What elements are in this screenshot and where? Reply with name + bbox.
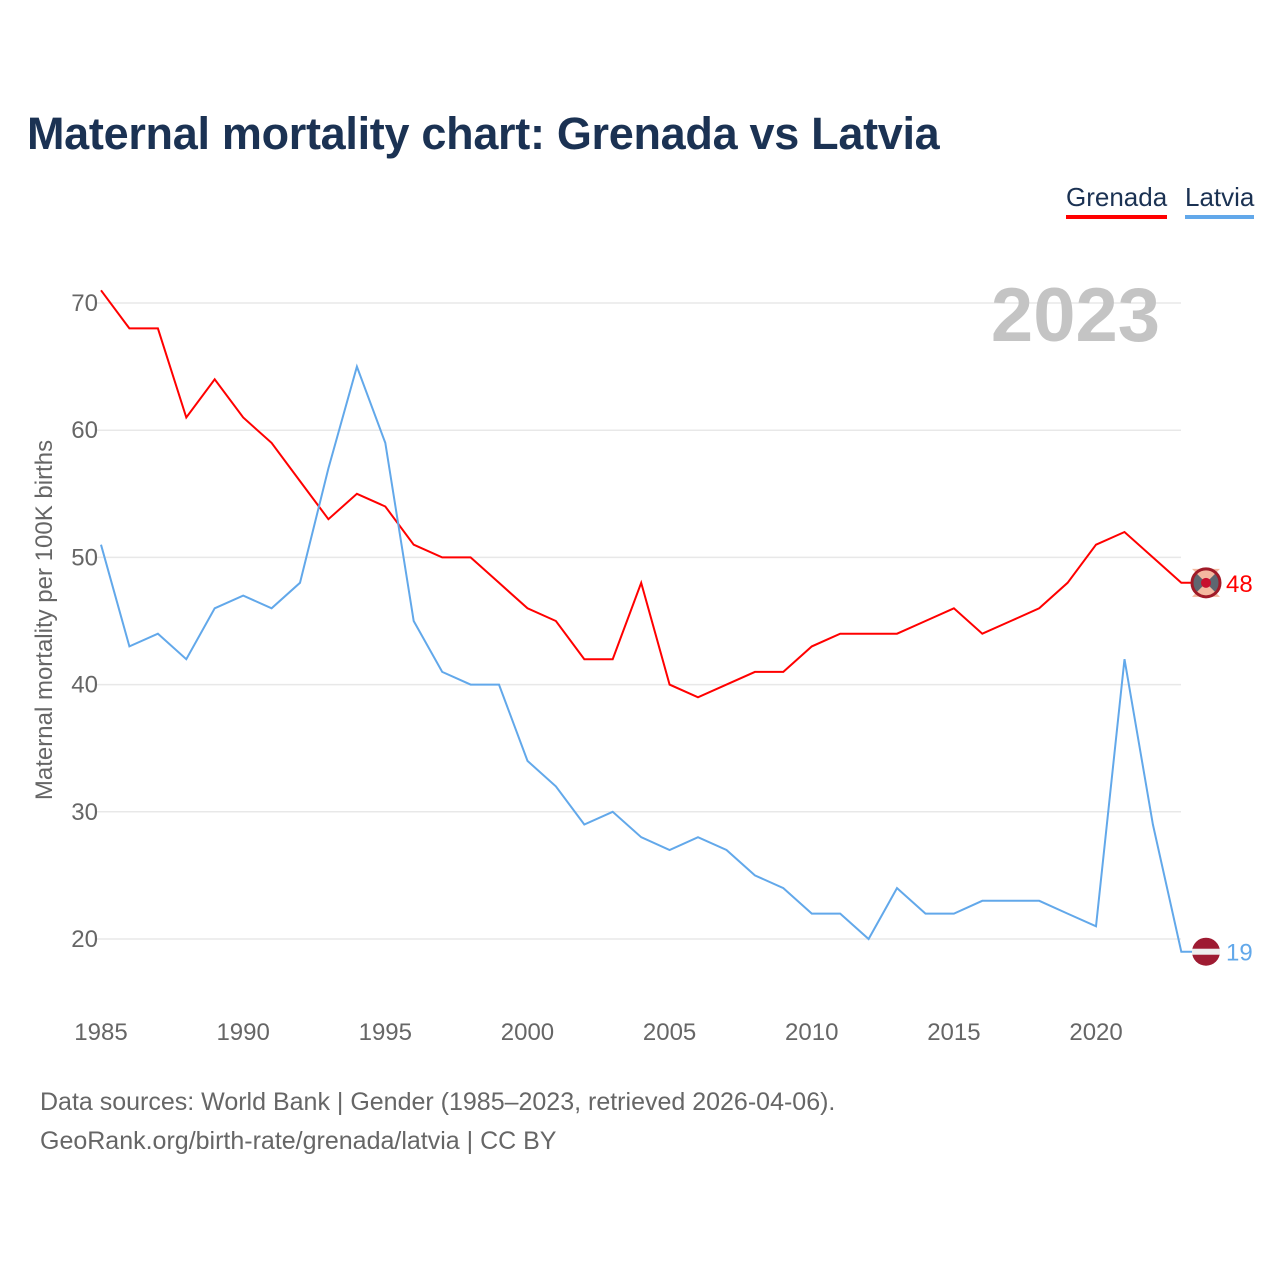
y-tick-label: 50 (71, 544, 98, 571)
x-tick-label: 2020 (1069, 1019, 1122, 1046)
x-tick-label: 1985 (74, 1019, 127, 1046)
y-tick-label: 30 (71, 799, 98, 826)
y-tick-label: 40 (71, 672, 98, 699)
y-axis-label: Maternal mortality per 100K births (31, 440, 58, 800)
end-value-label: 19 (1226, 940, 1253, 967)
x-tick-label: 2010 (785, 1019, 838, 1046)
x-tick-label: 2005 (643, 1019, 696, 1046)
series-line-grenada (100, 289, 1192, 699)
x-tick-label: 1995 (359, 1019, 412, 1046)
y-tick-label: 20 (71, 926, 98, 953)
x-tick-label: 2000 (501, 1019, 554, 1046)
latvia-flag-icon (1192, 937, 1220, 966)
legend-grenada[interactable]: Grenada (1066, 182, 1168, 219)
y-tick-label: 60 (71, 417, 98, 444)
end-value-label: 48 (1226, 571, 1253, 598)
footer-sources: Data sources: World Bank | Gender (1985–… (40, 1088, 836, 1116)
chart-title: Maternal mortality chart: Grenada vs Lat… (27, 108, 940, 159)
series-line-latvia (100, 363, 1192, 953)
x-tick-label: 1990 (216, 1019, 269, 1046)
footer-attribution: GeoRank.org/birth-rate/grenada/latvia | … (40, 1127, 557, 1155)
year-label: 2023 (991, 273, 1160, 358)
y-tick-label: 70 (71, 290, 98, 317)
legend-latvia[interactable]: Latvia (1185, 182, 1255, 219)
x-tick-label: 2015 (927, 1019, 980, 1046)
grenada-flag-icon (1190, 567, 1222, 599)
